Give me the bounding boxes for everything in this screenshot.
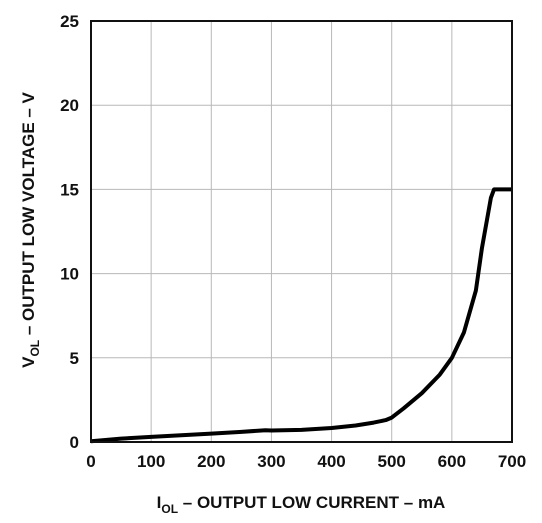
y-tick-label: 20 (60, 96, 79, 115)
y-tick-labels: 0 5 10 15 20 25 (60, 12, 79, 452)
y-tick-label: 15 (60, 180, 79, 199)
y-tick-label: 0 (70, 433, 79, 452)
series-line (90, 187, 512, 444)
grid (90, 20, 513, 443)
y-tick-label: 25 (60, 12, 79, 31)
y-axis-label-prefix: V (19, 356, 38, 368)
x-axis-label-prefix: I (157, 493, 162, 512)
x-axis-label: IOL – OUTPUT LOW CURRENT – mA (157, 493, 446, 516)
x-axis-label-text: – OUTPUT LOW CURRENT – mA (178, 493, 445, 512)
x-tick-label: 200 (197, 452, 225, 471)
y-axis-label-text: – OUTPUT LOW VOLTAGE – V (19, 91, 38, 339)
x-tick-labels: 0 100 200 300 400 500 600 700 (86, 452, 526, 471)
x-tick-label: 400 (317, 452, 345, 471)
x-tick-label: 600 (438, 452, 466, 471)
plot-frame (90, 20, 513, 443)
y-tick-label: 5 (70, 349, 79, 368)
x-tick-label: 0 (86, 452, 95, 471)
y-axis-label-subscript: OL (28, 340, 42, 357)
x-tick-label: 700 (498, 452, 526, 471)
x-axis-label-subscript: OL (161, 502, 178, 516)
y-axis-label: VOL – OUTPUT LOW VOLTAGE – V (19, 91, 42, 367)
x-tick-label: 100 (137, 452, 165, 471)
y-tick-label: 10 (60, 265, 79, 284)
x-tick-label: 500 (378, 452, 406, 471)
x-tick-label: 300 (257, 452, 285, 471)
series-layer (90, 187, 512, 444)
